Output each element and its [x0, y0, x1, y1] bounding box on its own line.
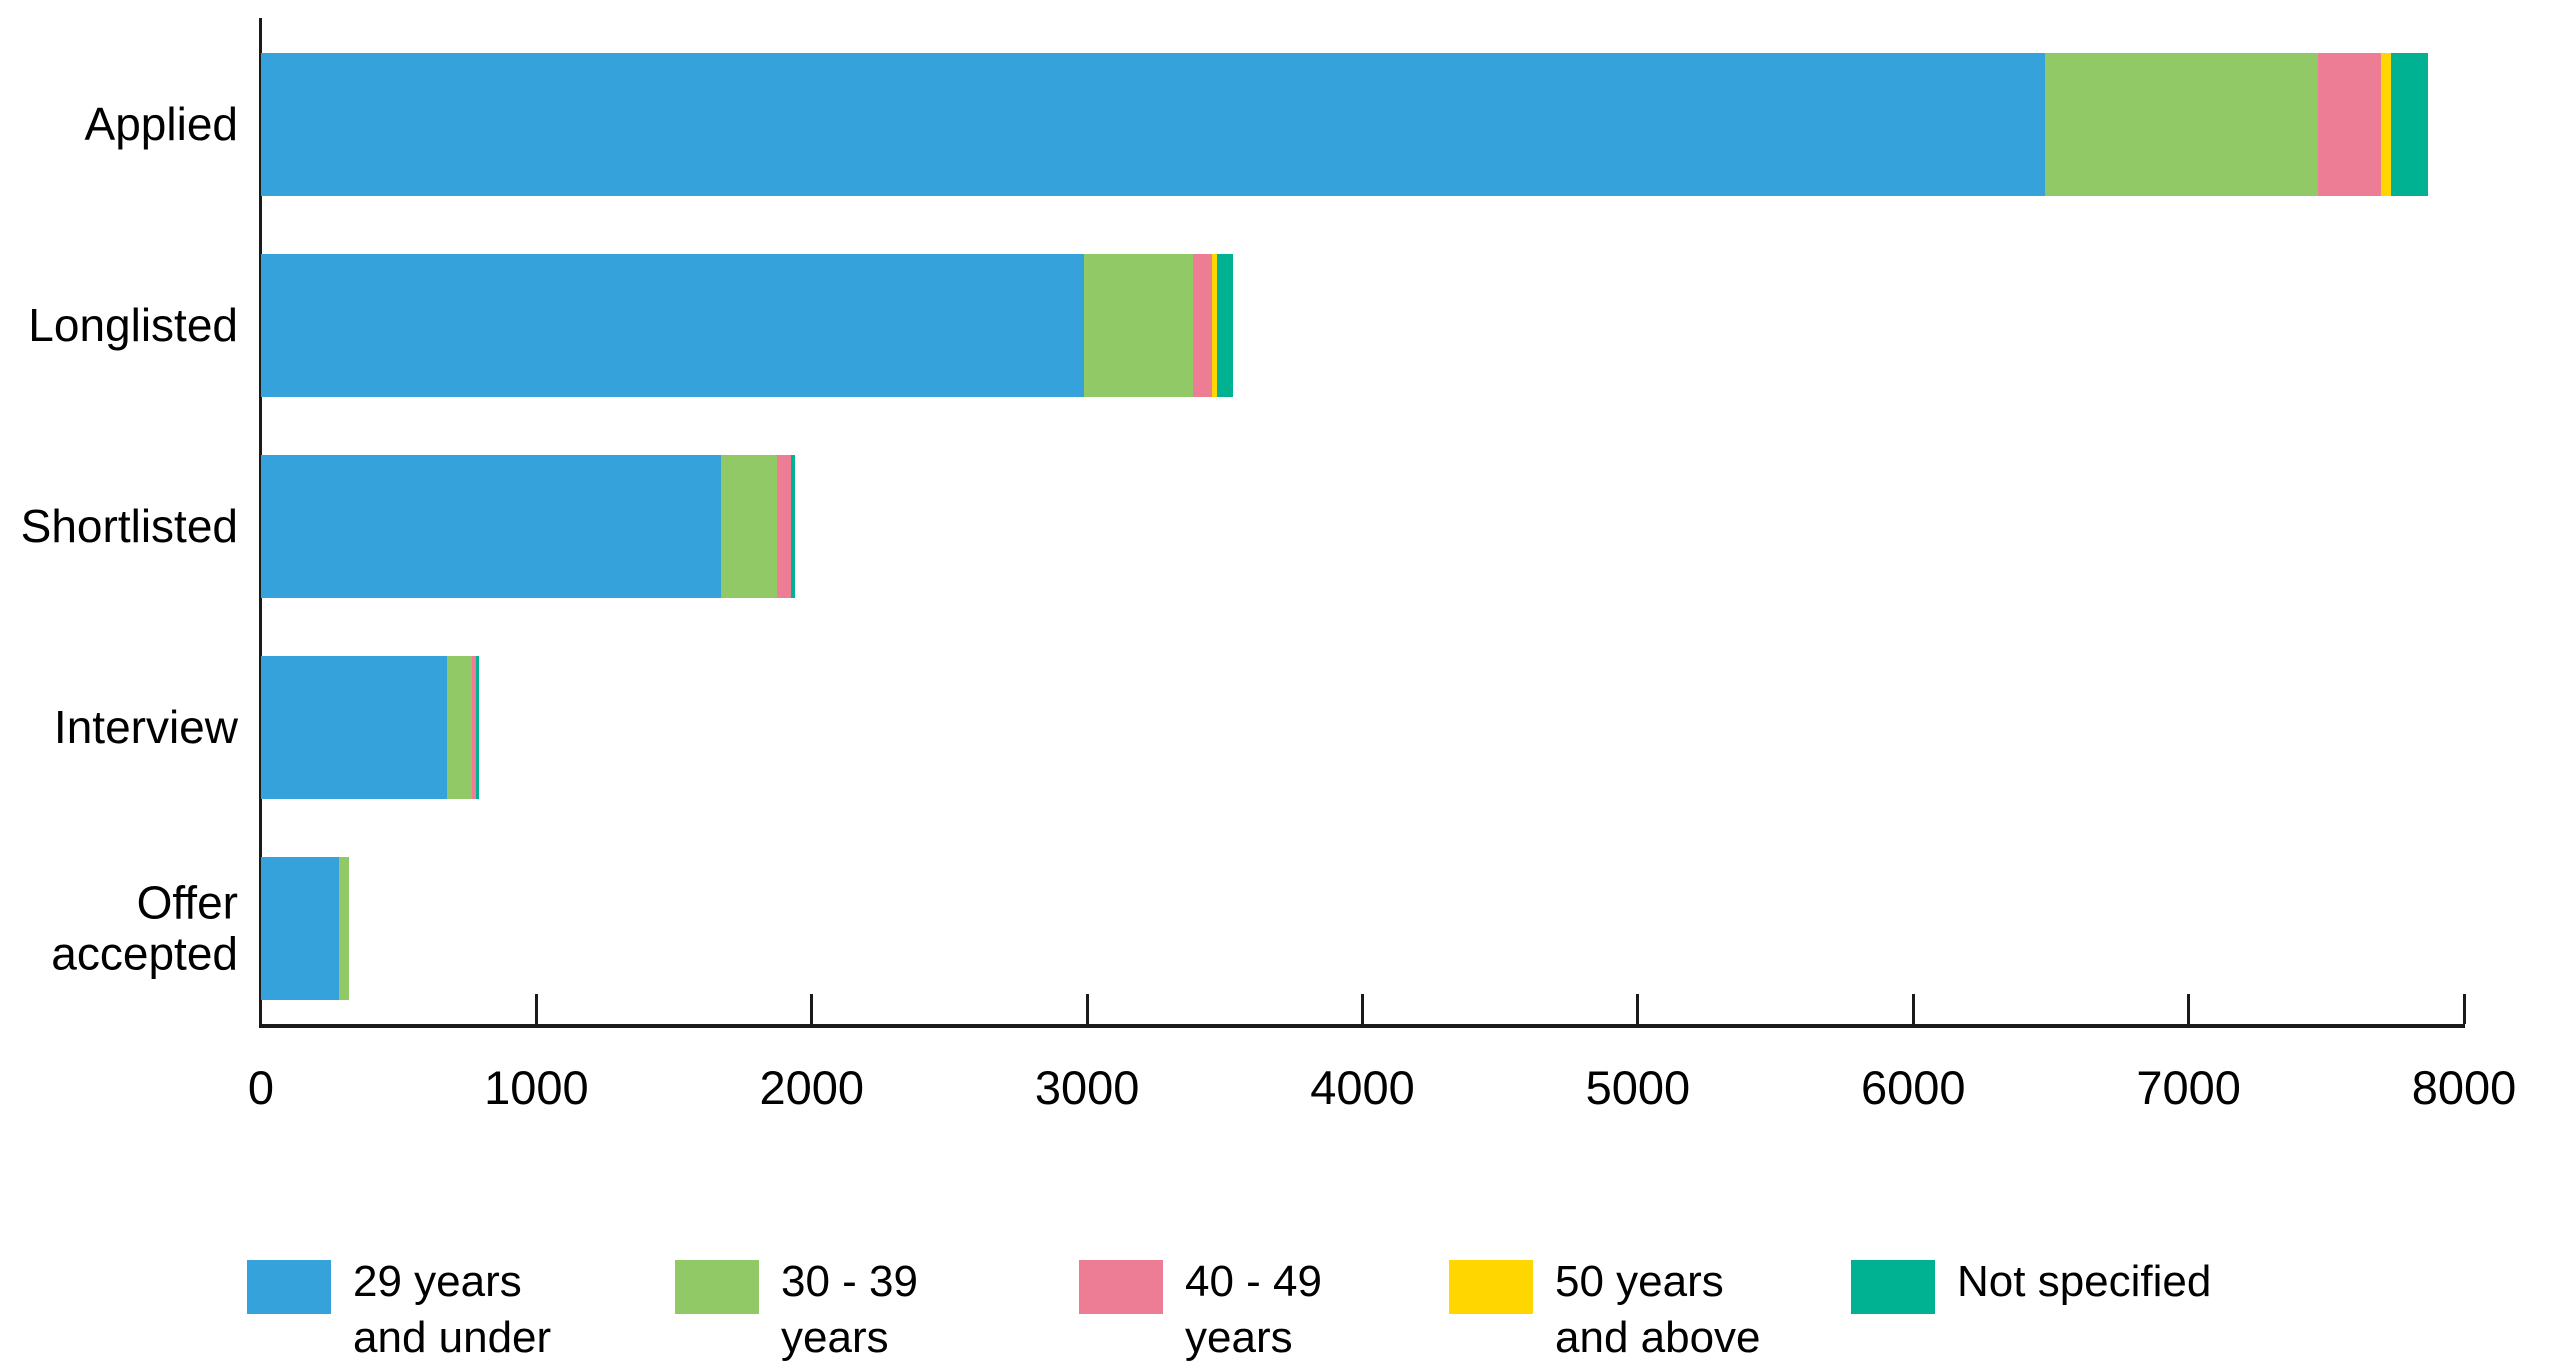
bar-segment	[2381, 53, 2391, 196]
bar-segment	[339, 857, 350, 1000]
bar-row-shortlisted	[261, 455, 796, 598]
category-label-longlisted: Longlisted	[28, 298, 238, 351]
bar-row-interview	[261, 656, 479, 799]
axis-tick	[534, 994, 538, 1024]
legend-item-not-specified: Not specified	[1851, 1254, 2211, 1314]
category-label-shortlisted: Shortlisted	[20, 499, 238, 552]
axis-tick	[1636, 994, 1640, 1024]
axis-tick	[2187, 994, 2191, 1024]
axis-tick-label: 1000	[484, 1061, 589, 1114]
legend-label: 50 years and above	[1555, 1257, 1761, 1363]
bar-segment	[791, 455, 796, 598]
bar-segment	[446, 656, 472, 799]
legend-label: Not specified	[1957, 1257, 2212, 1306]
legend-swatch	[247, 1260, 331, 1314]
bar-segment	[261, 53, 2046, 196]
x-axis-line	[259, 1024, 2465, 1028]
bar-row-offer-accepted	[261, 857, 350, 1000]
category-label-interview: Interview	[53, 700, 238, 753]
bar-segment	[2390, 53, 2429, 196]
bar-segment	[2045, 53, 2319, 196]
axis-tick-label: 6000	[1860, 1061, 1966, 1114]
axis-tick	[1085, 994, 1089, 1024]
axis-tick	[1911, 994, 1915, 1024]
legend: 29 years and under 30 - 39 years 40 - 49 y…	[0, 1254, 2560, 1370]
legend-item-40---49-years: 40 - 49 years	[1079, 1254, 1322, 1367]
bar-segment	[261, 455, 721, 598]
axis-tick-label: 4000	[1310, 1061, 1415, 1114]
bar-segment	[1084, 254, 1194, 397]
bar-row-applied	[261, 53, 2429, 196]
bar-segment	[261, 254, 1085, 397]
bar-segment	[777, 455, 792, 598]
axis-tick	[810, 994, 814, 1024]
legend-label: 29 years and under	[353, 1257, 552, 1363]
bar-segment	[471, 656, 476, 799]
bar-row-longlisted	[261, 254, 1234, 397]
bar-segment	[261, 857, 340, 1000]
category-label-offer-accepted: Offer accepted	[51, 875, 238, 980]
axis-tick-label: 3000	[1034, 1061, 1140, 1114]
legend-item-29-years-and-under: 29 years and under	[247, 1254, 551, 1367]
legend-label: 40 - 49 years	[1185, 1257, 1322, 1363]
legend-item-50-years-and-above: 50 years and above	[1449, 1254, 1761, 1367]
legend-item-30---39-years: 30 - 39 years	[675, 1254, 918, 1367]
legend-swatch	[675, 1260, 759, 1314]
axis-tick-label: 0	[247, 1061, 275, 1114]
legend-swatch	[1449, 1260, 1533, 1314]
bar-segment	[261, 656, 447, 799]
axis-tick-label: 5000	[1585, 1061, 1691, 1114]
axis-tick	[1361, 994, 1364, 1024]
bar-segment	[2318, 53, 2382, 196]
legend-label: 30 - 39 years	[781, 1257, 918, 1363]
legend-swatch	[1079, 1260, 1163, 1314]
bar-segment	[1216, 254, 1234, 397]
bar-segment	[1212, 254, 1217, 397]
axis-tick-label: 8000	[2411, 1061, 2517, 1114]
legend-swatch	[1851, 1260, 1935, 1314]
y-axis-line	[259, 18, 262, 1027]
bar-segment	[1193, 254, 1213, 397]
axis-tick-label: 2000	[759, 1061, 865, 1114]
bar-segment	[475, 656, 479, 799]
category-label-applied: Applied	[84, 97, 238, 150]
axis-tick-label: 7000	[2136, 1061, 2241, 1114]
bar-segment	[720, 455, 778, 598]
axis-tick	[2462, 994, 2466, 1024]
